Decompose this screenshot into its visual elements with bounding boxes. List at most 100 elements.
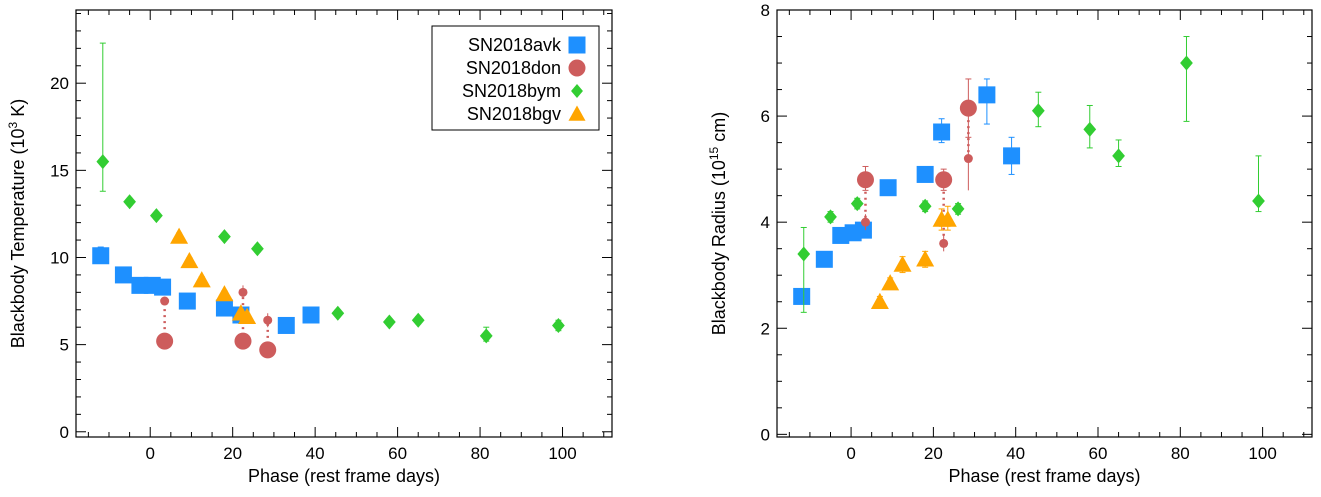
- y-tick-label: 4: [761, 213, 770, 232]
- data-point: [178, 292, 196, 310]
- data-point-small: [939, 238, 949, 248]
- data-point: [114, 266, 132, 284]
- series-sn2018don: [156, 285, 277, 359]
- y-axis-label-unit: cm): [709, 112, 729, 147]
- data-point: [850, 196, 864, 212]
- x-tick-label: 20: [924, 444, 943, 463]
- data-point: [1252, 193, 1265, 209]
- data-point: [382, 314, 396, 330]
- data-point: [793, 287, 811, 305]
- data-point: [1031, 103, 1045, 119]
- y-tick-label: 10: [50, 248, 69, 267]
- y-axis-label-exponent: 3: [6, 121, 20, 128]
- data-point: [234, 332, 252, 350]
- data-point: [238, 307, 257, 324]
- data-point: [933, 123, 951, 141]
- y-tick-label: 0: [60, 423, 69, 442]
- data-point: [411, 312, 425, 328]
- y-tick-label: 6: [761, 107, 770, 126]
- data-point: [251, 241, 264, 257]
- x-tick-label: 0: [145, 444, 154, 463]
- legend-marker: [568, 105, 586, 121]
- y-tick-label: 15: [50, 161, 69, 180]
- data-point: [797, 246, 811, 262]
- radius-panel: 0 20 40 60 80 100 0 2 4 6 8 Phase (rest frame days)…: [707, 1, 1313, 486]
- x-tick-label: 100: [1248, 444, 1276, 463]
- data-point: [215, 299, 233, 317]
- data-point: [1180, 55, 1193, 71]
- data-point: [92, 247, 110, 265]
- data-point: [881, 274, 900, 291]
- data-point-small: [263, 315, 273, 325]
- series-sn2018avk: [92, 246, 320, 334]
- data-point: [302, 306, 320, 324]
- data-point-small: [860, 217, 870, 227]
- data-point: [815, 250, 833, 268]
- legend-label: SN2018avk: [468, 35, 562, 55]
- data-point: [180, 251, 199, 269]
- data-point: [959, 99, 977, 117]
- data-point: [552, 317, 565, 333]
- data-point: [935, 171, 953, 189]
- data-point-small: [160, 296, 170, 306]
- y-axis-label-main: Blackbody Radius (10: [709, 160, 729, 335]
- data-point: [218, 229, 231, 245]
- data-point: [916, 250, 935, 267]
- x-tick-label: 40: [1006, 444, 1025, 463]
- data-point: [918, 198, 932, 214]
- data-point: [154, 278, 172, 296]
- data-point: [479, 328, 493, 344]
- data-point: [215, 285, 234, 302]
- data-point: [1083, 121, 1097, 137]
- x-tick-label: 40: [306, 444, 325, 463]
- data-point: [123, 194, 136, 210]
- data-point: [856, 171, 874, 189]
- data-point: [978, 86, 996, 104]
- plot-frame: [776, 9, 1313, 438]
- legend-label: SN2018don: [466, 58, 561, 78]
- data-point: [824, 209, 837, 225]
- y-tick-label: 5: [60, 336, 69, 355]
- legend-marker: [568, 36, 586, 54]
- y-tick-label: 0: [761, 425, 770, 444]
- legend: SN2018avk SN2018don SN2018bym SN2018bgv: [431, 25, 600, 131]
- data-point: [879, 179, 897, 197]
- data-point: [938, 210, 957, 227]
- data-point: [156, 332, 174, 350]
- y-tick-label: 2: [761, 319, 770, 338]
- x-tick-label: 20: [223, 444, 242, 463]
- y-tick-label: 20: [50, 74, 69, 93]
- x-tick-label: 80: [471, 444, 490, 463]
- data-point: [916, 165, 934, 183]
- legend-marker: [571, 84, 583, 98]
- data-point: [870, 292, 889, 309]
- legend-marker: [568, 59, 586, 77]
- y-axis-label-main: Blackbody Temperature (10: [8, 128, 28, 348]
- y-tick-label: 8: [761, 1, 770, 20]
- series-sn2018bym: [797, 36, 1265, 313]
- x-axis-label: Phase (rest frame days): [248, 466, 440, 486]
- temperature-panel: 0 20 40 60 80 100 0 5 10 15 20 Phase (rest frame da…: [6, 9, 613, 486]
- data-point-small: [238, 287, 248, 297]
- y-axis-label-exponent: 15: [707, 146, 721, 160]
- x-tick-label: 80: [1171, 444, 1190, 463]
- data-point: [951, 201, 965, 217]
- x-tick-label: 0: [846, 444, 855, 463]
- x-tick-label: 60: [388, 444, 407, 463]
- data-point: [331, 305, 345, 321]
- series-sn2018bym: [96, 42, 565, 344]
- data-point: [1003, 147, 1021, 165]
- x-tick-label: 100: [548, 444, 576, 463]
- data-point: [150, 208, 163, 224]
- x-tick-label: 60: [1089, 444, 1108, 463]
- data-point: [277, 316, 295, 334]
- plot-frame: [75, 9, 613, 438]
- data-point: [170, 227, 189, 244]
- data-point: [1112, 148, 1125, 164]
- y-axis-label: Blackbody Temperature (103 K): [6, 99, 28, 349]
- series-sn2018bgv: [870, 205, 957, 309]
- series-sn2018don: [856, 78, 977, 252]
- data-point: [192, 271, 211, 288]
- x-axis-label: Phase (rest frame days): [948, 466, 1140, 486]
